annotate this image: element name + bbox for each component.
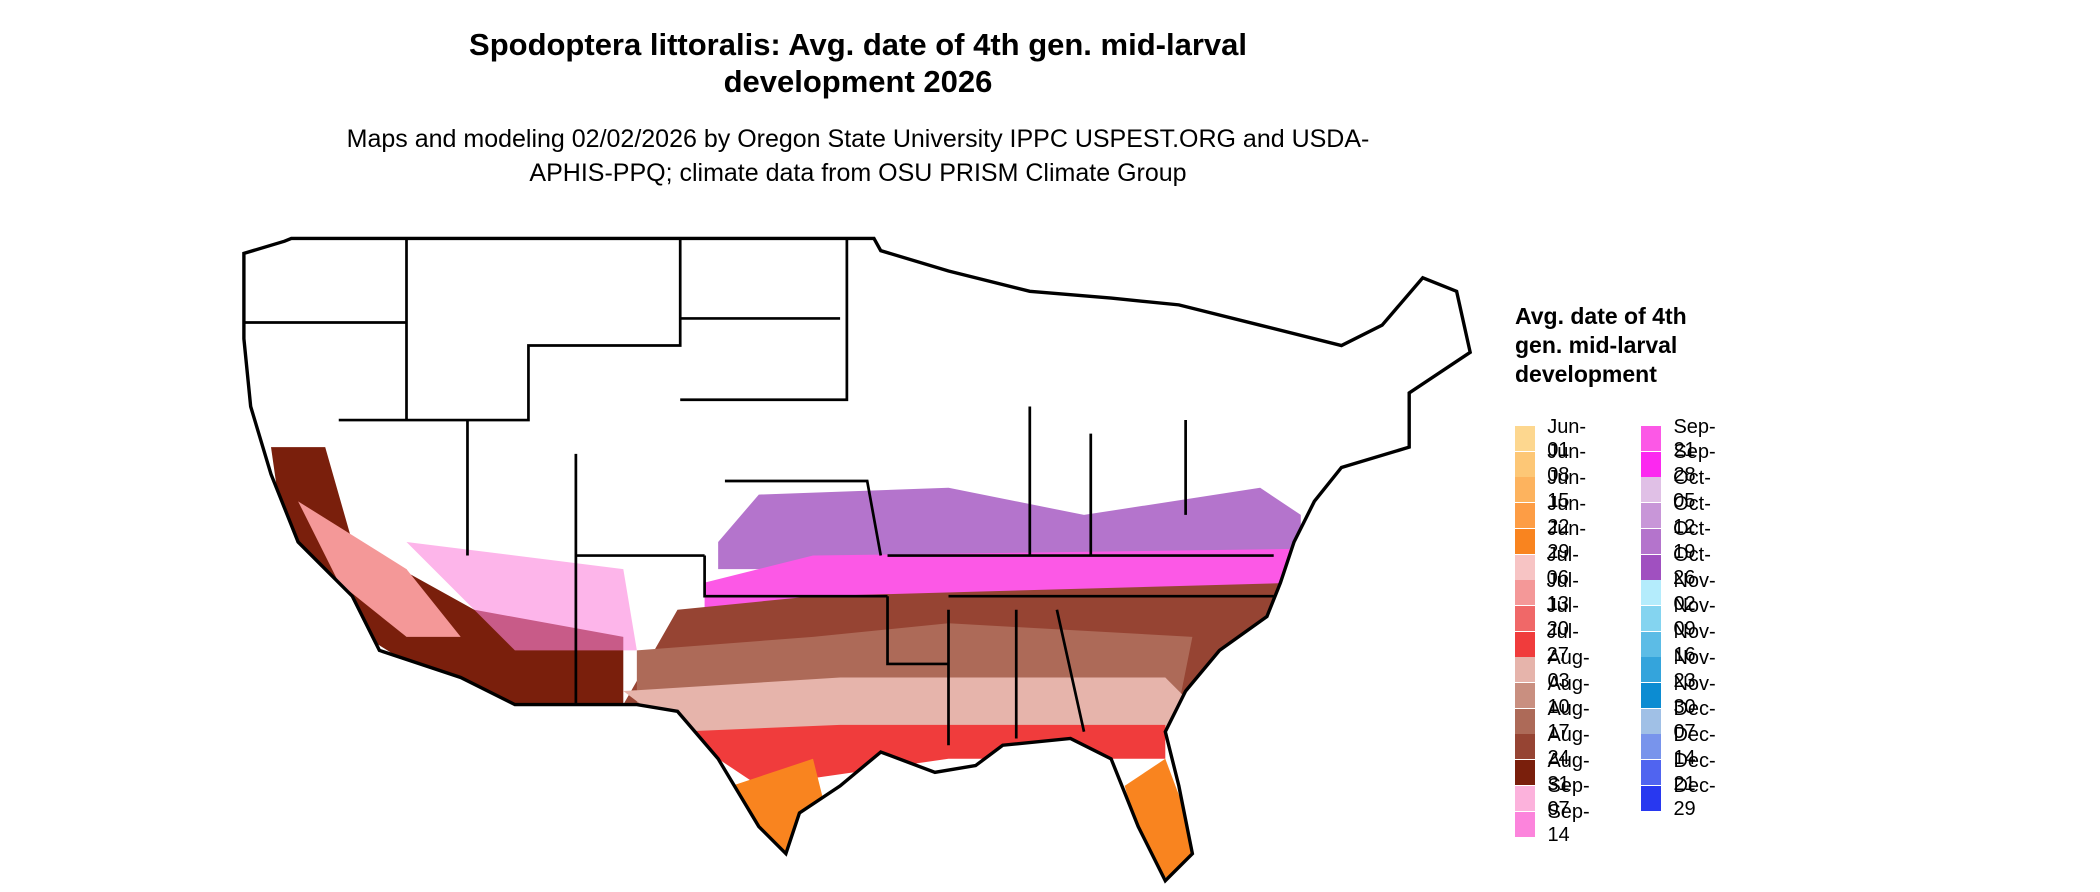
legend-swatch [1515, 451, 1536, 477]
legend-label: Sep-14 [1547, 801, 1590, 846]
legend-label: Nov-23 [1673, 646, 1716, 692]
legend-swatch [1515, 580, 1535, 606]
legend-swatch [1641, 605, 1662, 631]
legend-swatch [1641, 760, 1662, 786]
legend-swatch [1515, 631, 1535, 657]
legend-label: Sep-21 [1673, 415, 1716, 461]
legend-swatch [1641, 426, 1662, 451]
legend-label: Aug-03 [1547, 646, 1590, 692]
legend-label: Nov-30 [1673, 672, 1716, 718]
legend-item: Jul-27 [1515, 621, 1586, 666]
legend-item: Oct-12 [1641, 493, 1718, 538]
legend-label: Jul-20 [1546, 595, 1579, 641]
legend-label: Aug-17 [1547, 698, 1590, 744]
legend-label: Oct-26 [1673, 544, 1711, 589]
legend-item: Dec-14 [1641, 724, 1722, 769]
legend-item: Nov-30 [1641, 673, 1722, 718]
legend-swatch [1641, 528, 1662, 554]
map-title: Spodoptera littoralis: Avg. date of 4th … [469, 27, 1247, 99]
legend-item: Jun-01 [1515, 416, 1593, 461]
legend-item: Dec-21 [1641, 750, 1722, 795]
legend-label: Jul-27 [1546, 621, 1579, 667]
legend-swatch [1515, 734, 1536, 760]
legend-label: Jul-06 [1546, 544, 1579, 589]
legend-item: Aug-17 [1515, 698, 1596, 743]
legend-label: Jun-22 [1547, 492, 1587, 538]
legend-label: Jun-29 [1547, 518, 1587, 564]
legend-item: Oct-19 [1641, 518, 1718, 563]
legend-swatch [1515, 760, 1536, 786]
legend-label: Oct-05 [1673, 466, 1711, 512]
legend-swatch [1515, 708, 1536, 734]
legend-item: Jul-06 [1515, 544, 1586, 589]
legend-label: Nov-02 [1673, 569, 1716, 615]
legend-item: Dec-07 [1641, 698, 1722, 743]
legend-label: Nov-09 [1673, 595, 1716, 641]
legend-swatch [1515, 528, 1536, 554]
legend-swatch [1515, 785, 1536, 811]
legend-item: Aug-03 [1515, 647, 1596, 692]
legend-label: Dec-14 [1673, 723, 1716, 769]
legend-item: Aug-31 [1515, 750, 1596, 795]
legend-item: Jul-20 [1515, 595, 1586, 640]
legend-item: Oct-26 [1641, 544, 1718, 589]
legend-item: Oct-05 [1641, 467, 1718, 512]
legend-label: Jul-13 [1546, 569, 1579, 615]
legend-swatch [1515, 503, 1536, 529]
legend-label: Oct-19 [1673, 518, 1711, 564]
legend-label: Dec-07 [1673, 698, 1716, 744]
legend-swatch [1641, 503, 1662, 529]
legend-item: Sep-07 [1515, 775, 1596, 820]
legend-label: Sep-28 [1673, 441, 1716, 487]
legend-swatch [1515, 657, 1536, 683]
legend-item: Nov-09 [1641, 595, 1722, 640]
legend-swatch [1641, 451, 1662, 477]
legend-swatch [1515, 811, 1536, 837]
legend-label: Jun-01 [1547, 415, 1587, 461]
legend-item: Jun-15 [1515, 467, 1593, 512]
legend-swatch [1641, 631, 1662, 657]
legend-label: Aug-31 [1547, 749, 1590, 795]
legend-swatch [1641, 580, 1662, 606]
map-subtitle: Maps and modeling 02/02/2026 by Oregon S… [346, 125, 1370, 187]
legend-swatch [1515, 554, 1535, 580]
legend-swatch [1641, 477, 1662, 503]
legend-label: Aug-24 [1547, 723, 1590, 769]
legend-item: Dec-29 [1641, 775, 1722, 820]
legend-swatch [1641, 734, 1662, 760]
legend-item: Nov-02 [1641, 570, 1722, 615]
legend-swatch [1515, 605, 1535, 631]
legend-label: Dec-29 [1673, 775, 1716, 821]
legend-label: Nov-16 [1673, 621, 1716, 667]
legend-item: Jun-08 [1515, 441, 1593, 486]
legend-title: Avg. date of 4th gen. mid-larval develop… [1515, 303, 1687, 387]
legend-swatch [1515, 477, 1536, 503]
legend-item: Sep-14 [1515, 801, 1596, 846]
legend-item: Aug-10 [1515, 673, 1596, 718]
legend-item: Jun-22 [1515, 493, 1593, 538]
legend-swatch [1641, 708, 1662, 734]
legend-item: Jun-29 [1515, 518, 1593, 563]
legend-label: Aug-10 [1547, 672, 1590, 718]
legend-swatch [1641, 657, 1662, 683]
legend-item: Jul-13 [1515, 570, 1586, 615]
legend-label: Dec-21 [1673, 749, 1716, 795]
legend-item: Nov-16 [1641, 621, 1722, 666]
legend-label: Jun-15 [1547, 466, 1587, 512]
legend-swatch [1641, 785, 1662, 811]
legend-label: Oct-12 [1673, 492, 1711, 538]
legend-swatch [1515, 426, 1536, 451]
legend-item: Aug-24 [1515, 724, 1596, 769]
legend-item: Sep-21 [1641, 416, 1722, 461]
map-body [242, 236, 1472, 883]
legend-item: Sep-28 [1641, 441, 1722, 486]
legend-item: Nov-23 [1641, 647, 1722, 692]
legend-swatch [1515, 683, 1536, 708]
legend-swatch [1641, 683, 1662, 708]
legend-swatch [1641, 554, 1662, 580]
legend-label: Jun-08 [1547, 441, 1587, 487]
legend-label: Sep-07 [1547, 775, 1590, 821]
